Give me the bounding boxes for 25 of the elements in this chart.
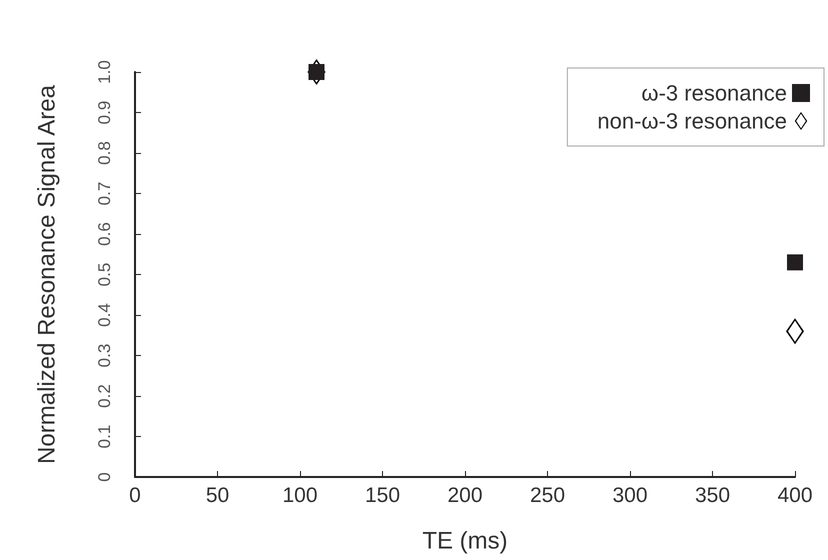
x-tick-label: 100 [282,484,318,507]
y-tick-label: 1.0 [95,60,114,84]
x-tick-label: 0 [129,484,141,507]
y-tick-label: 0.4 [95,303,114,327]
x-tick-label: 300 [612,484,648,507]
x-tick-label: 200 [447,484,483,507]
x-tick-label: 50 [206,484,230,507]
x-tick-label: 400 [777,484,813,507]
x-tick-label: 250 [530,484,566,507]
y-tick-label: 0.3 [95,344,114,368]
y-tick-label: 0.5 [95,262,114,286]
y-tick-label: 0.8 [95,141,114,165]
point [787,254,803,270]
y-tick-label: 0.6 [95,222,114,246]
x-tick-label: 150 [364,484,400,507]
y-tick-label: 0.9 [95,100,114,124]
x-tick-label: 350 [694,484,730,507]
y-axis-title: Normalized Resonance Signal Area [34,84,60,464]
y-tick-label: 0.7 [95,182,114,206]
y-tick-label: 0 [95,472,114,482]
legend-label: ω-3 resonance [641,80,787,106]
y-tick-label: 0.1 [95,424,114,448]
y-tick-label: 0.2 [95,384,114,408]
x-axis-title: TE (ms) [422,528,508,554]
legend-label: non-ω-3 resonance [597,108,787,134]
